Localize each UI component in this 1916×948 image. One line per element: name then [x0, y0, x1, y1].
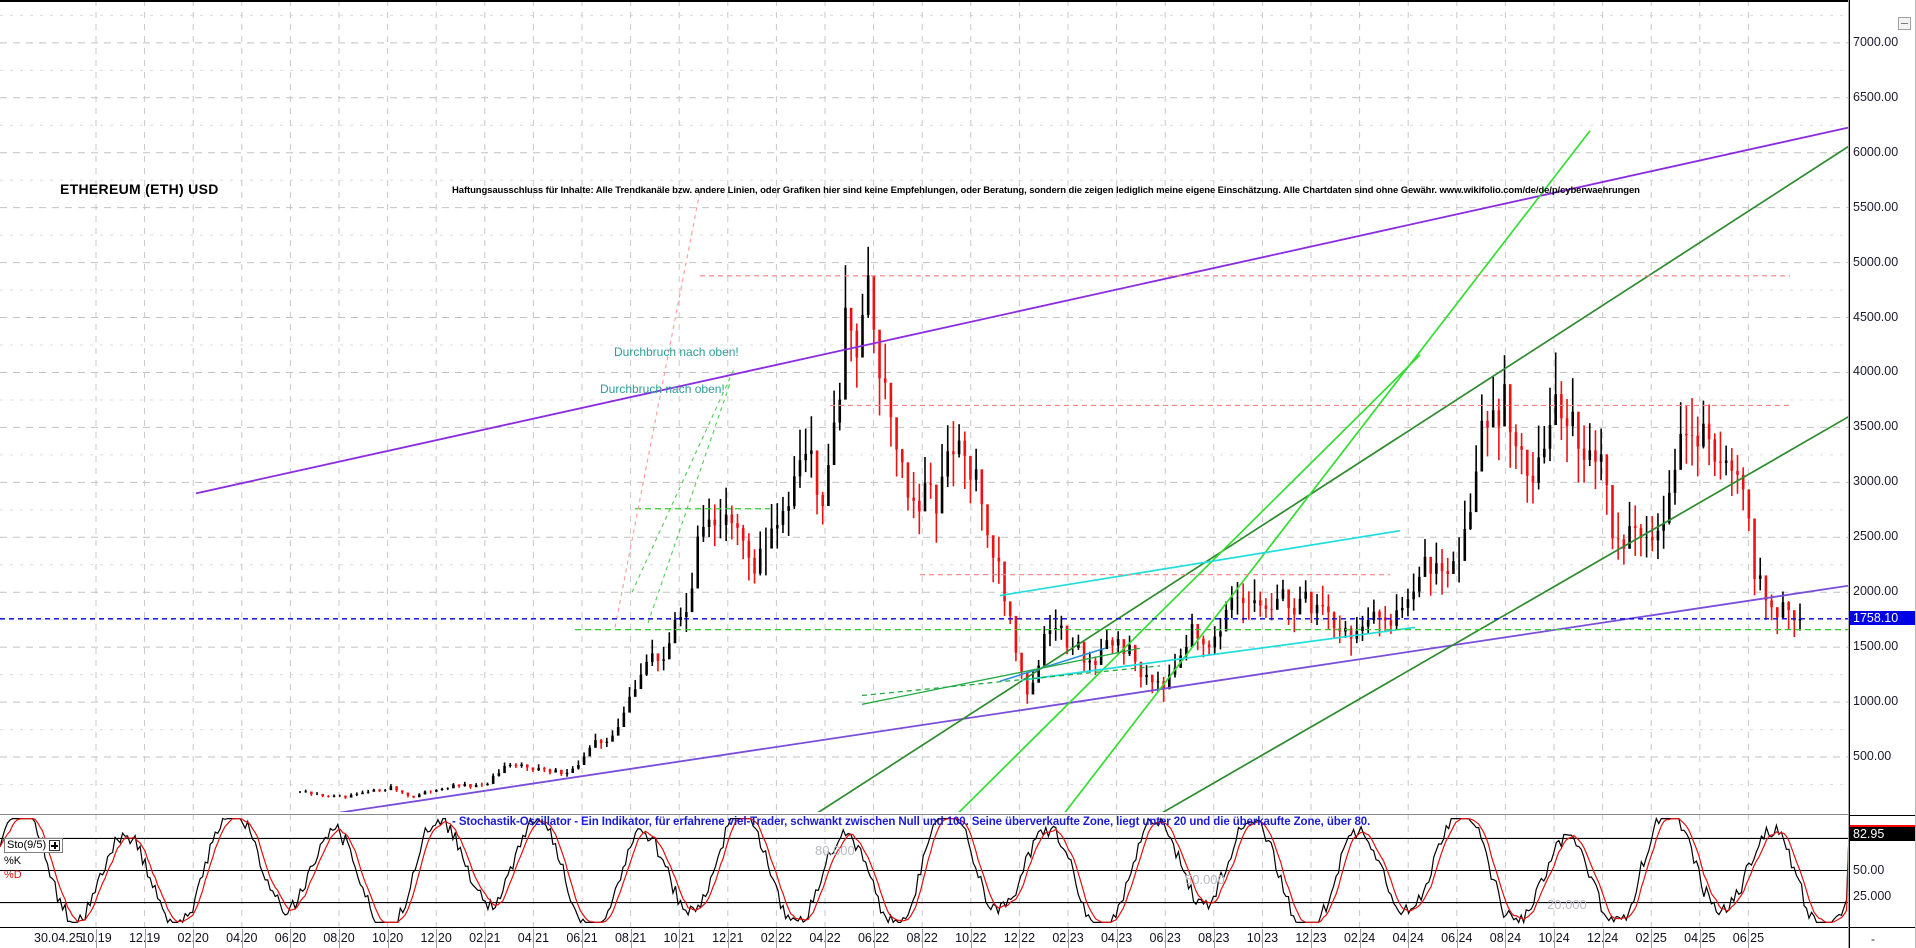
date-axis-separator [1068, 929, 1069, 948]
annotation-breakout-upper: Durchbruch nach oben! [614, 345, 739, 359]
axis-divider-rule [1848, 0, 1849, 948]
date-axis-separator [241, 929, 243, 948]
watermark-level-80: 80.000 [815, 843, 855, 858]
stochastic-axis-tick: 25.000 [1853, 889, 1892, 904]
date-axis[interactable]: 30.04.25 10.19 12.19 02.20 04.20 06.20 08.20 10… [0, 927, 1849, 948]
date-axis-separator [582, 929, 583, 948]
price-axis-tick: 5500.00 [1853, 199, 1899, 214]
date-axis-separator [1748, 929, 1750, 948]
price-axis-tick: 2000.00 [1853, 584, 1899, 599]
date-axis-separator [1408, 929, 1410, 948]
price-axis-tick: 5000.00 [1853, 254, 1899, 269]
date-axis-separator [1019, 929, 1021, 948]
date-axis-separator [436, 929, 438, 948]
price-axis-tick: 3500.00 [1853, 419, 1899, 434]
price-axis-tick: 500.00 [1853, 749, 1892, 764]
price-axis[interactable]: 7000.00 6500.00 6000.00 5500.00 5000.00 4500.… [1849, 0, 1916, 948]
price-axis-tick: 6500.00 [1853, 89, 1899, 104]
price-axis-tick: 1758.10 [1850, 610, 1916, 625]
series-label-k: %K [4, 855, 22, 867]
price-axis-tick: 3000.00 [1853, 474, 1899, 489]
date-axis-separator [533, 929, 535, 948]
price-chart-canvas[interactable] [0, 0, 1849, 812]
date-axis-separator [727, 929, 729, 948]
price-axis-tick: 2500.00 [1853, 529, 1899, 544]
date-axis-separator [1116, 929, 1118, 948]
date-axis-separator [630, 929, 632, 948]
date-axis-separator [1165, 929, 1167, 948]
date-axis-separator [825, 929, 826, 948]
watermark-level-20: 20.000 [1547, 897, 1587, 912]
price-axis-tick: 1500.00 [1853, 639, 1899, 654]
indicator-label: Sto(9/5) [7, 839, 47, 851]
date-axis-separator [1311, 929, 1312, 948]
date-axis-separator [922, 929, 924, 948]
date-axis-separator [873, 929, 875, 948]
plus-box-icon[interactable] [49, 840, 61, 851]
stochastic-legend: Sto(9/5) %K %D [4, 838, 64, 882]
date-axis-separator [290, 929, 292, 948]
date-axis-separator [1554, 929, 1555, 948]
date-axis-separator [1505, 929, 1507, 948]
indicator-name-badge[interactable]: Sto(9/5) [4, 838, 64, 853]
date-axis-separator [776, 929, 778, 948]
watermark-level-50: 50.000 [1185, 872, 1225, 887]
date-axis-separator [193, 929, 195, 948]
axis-section-divider [1850, 815, 1916, 816]
date-axis-separator [1699, 929, 1701, 948]
date-axis-current-label: 30.04.25 [34, 931, 83, 945]
stochastic-chart-canvas[interactable] [0, 814, 1849, 927]
annotation-breakout-lower: Durchbruch nach oben! [600, 382, 725, 396]
date-axis-separator [96, 929, 97, 948]
disclaimer-text: Haftungsausschluss für Inhalte: Alle Tre… [452, 185, 1640, 196]
date-axis-separator [1651, 929, 1653, 948]
date-axis-separator [144, 929, 146, 948]
stochastic-axis-tick: 50.00 [1853, 862, 1885, 877]
date-axis-separator [1359, 929, 1361, 948]
date-axis-separator [679, 929, 681, 948]
stochastic-axis-tick: 82.95 [1850, 827, 1916, 842]
price-axis-tick: 1000.00 [1853, 694, 1899, 709]
date-axis-separator [387, 929, 389, 948]
date-axis-separator [1262, 929, 1264, 948]
minimize-icon[interactable] [1898, 17, 1911, 30]
stochastic-explanation-text: - Stochastik-Oszillator - Ein Indikator,… [452, 816, 1371, 828]
axis-end-marker: - [1871, 932, 1875, 946]
date-axis-separator [1213, 929, 1215, 948]
top-border-rule [0, 0, 1849, 2]
date-axis-separator [1456, 929, 1458, 948]
price-axis-tick: 7000.00 [1853, 34, 1899, 49]
date-axis-separator [970, 929, 972, 948]
price-axis-tick: 4000.00 [1853, 364, 1899, 379]
series-label-d: %D [4, 869, 22, 881]
date-axis-separator [484, 929, 486, 948]
date-axis-separator [339, 929, 340, 948]
price-axis-tick: 6000.00 [1853, 144, 1899, 159]
page-title: ETHEREUM (ETH) USD [60, 181, 219, 197]
date-axis-separator [1602, 929, 1604, 948]
price-axis-tick: 4500.00 [1853, 309, 1899, 324]
axis-bottom-divider [1850, 927, 1916, 928]
